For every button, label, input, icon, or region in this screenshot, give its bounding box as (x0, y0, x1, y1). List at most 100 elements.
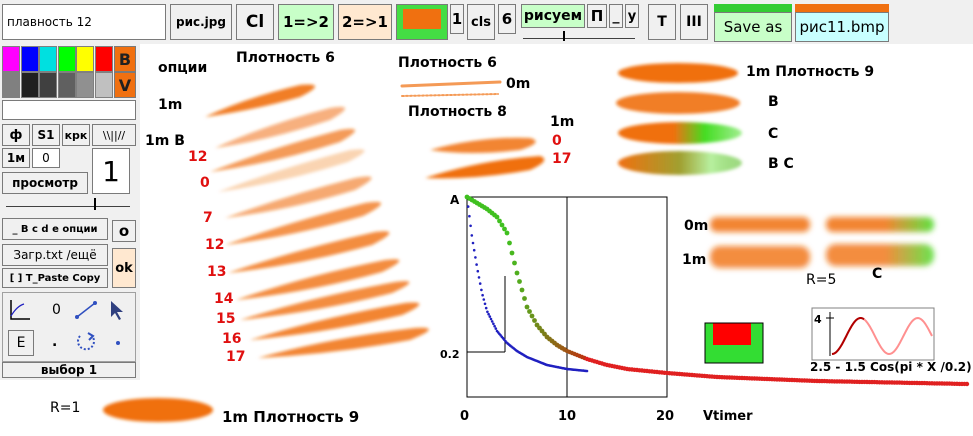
krk-button[interactable]: крк (62, 124, 90, 146)
brush-stroke (258, 327, 429, 358)
brush-stroke (618, 122, 742, 144)
brush-stroke (103, 398, 213, 422)
zero-field[interactable]: 0 (32, 148, 60, 168)
cls-button[interactable]: cls (467, 4, 495, 40)
one-to-two-button[interactable]: 1=>2 (278, 4, 334, 40)
chart-point (532, 318, 537, 323)
chart-point (478, 282, 482, 285)
chart-point (475, 263, 478, 266)
palette-swatch[interactable] (57, 72, 76, 98)
mini-cos-curve-dark (831, 317, 865, 355)
f-button[interactable]: ф (2, 124, 30, 146)
chart-x-tick: 0 (460, 409, 469, 424)
three-bars-button[interactable]: III (680, 4, 708, 40)
palette-swatch[interactable] (39, 46, 57, 72)
chart-point (477, 276, 481, 279)
axes-tool-icon[interactable] (8, 298, 32, 322)
text-input[interactable] (2, 4, 166, 40)
p-button[interactable]: П (587, 4, 607, 28)
palette-swatch[interactable] (57, 46, 76, 72)
palette-swatch[interactable] (76, 46, 94, 72)
palette-swatch[interactable] (20, 46, 39, 72)
left-slider[interactable] (6, 198, 130, 210)
draw-button[interactable]: рисуем (521, 4, 585, 28)
density6-label-a: Плотность 6 (236, 50, 335, 66)
six-button[interactable]: 6 (498, 4, 516, 34)
one-button[interactable]: 1 (450, 4, 464, 34)
brush-stroke (205, 84, 315, 117)
brush-stroke (240, 281, 410, 320)
underscore-button[interactable]: _ (609, 4, 623, 28)
palette-swatch[interactable] (94, 46, 113, 72)
chart-point (507, 240, 512, 246)
chart-point (494, 214, 500, 220)
line-tool-icon[interactable] (74, 298, 98, 322)
palette-swatch[interactable] (94, 72, 113, 98)
paste-copy-button[interactable]: [ ] T_Paste Copy (2, 268, 108, 288)
load-txt-button[interactable]: Загр.txt /ещё (2, 244, 108, 266)
one-m-button[interactable]: 1м (2, 148, 30, 168)
chart-point (492, 322, 495, 326)
slider-thumb[interactable] (563, 31, 565, 41)
save-as-button[interactable]: Save as (714, 12, 792, 42)
chart-point (480, 288, 483, 292)
palette-swatch[interactable] (39, 72, 57, 98)
chart-point (502, 226, 507, 232)
palette-swatch[interactable] (20, 72, 39, 98)
preview-button[interactable]: просмотр (2, 172, 88, 194)
mini-chart-y-tick: 4 (814, 313, 822, 326)
palette-swatch[interactable] (2, 46, 20, 72)
left-text-input[interactable] (2, 100, 136, 120)
y-button[interactable]: у (625, 4, 639, 28)
palette-swatch[interactable] (76, 72, 94, 98)
dots-tool-icon[interactable] (106, 330, 130, 356)
load-image-button[interactable]: рис.jpg (170, 4, 232, 40)
rotate-tool-icon[interactable] (74, 330, 98, 356)
brush-stroke (826, 217, 934, 232)
draw-slider[interactable] (523, 31, 635, 41)
two-to-one-button[interactable]: 2=>1 (338, 4, 392, 40)
chart-point (487, 312, 490, 316)
chart-ylabel: A (450, 193, 460, 207)
chart-point (517, 279, 522, 284)
v-button[interactable]: V (114, 72, 136, 98)
s1-button[interactable]: S1 (32, 124, 60, 146)
select-button[interactable]: выбор 1 (2, 362, 136, 378)
mini-chart: 4 (811, 307, 935, 361)
ok-button[interactable]: ok (112, 248, 136, 288)
o-button[interactable]: o (112, 220, 136, 242)
chart-point (490, 320, 494, 323)
chart-point (524, 304, 530, 310)
palette-swatch[interactable] (2, 72, 20, 98)
tool-zero-label: 0 (52, 302, 61, 318)
bcde-options-button[interactable]: _ B c d e опции (2, 218, 108, 240)
brush-stroke (215, 106, 345, 148)
pointer-tool-icon[interactable] (106, 298, 130, 322)
slashes-button[interactable]: \\||// (92, 124, 136, 146)
chart-point (468, 214, 471, 218)
color-preview[interactable] (396, 4, 448, 40)
chart-point (474, 256, 477, 259)
stroke-number: 7 (203, 210, 213, 226)
stroke-number: 12 (205, 237, 225, 253)
m1-label-c: 1m (550, 114, 575, 130)
chart-point (482, 298, 486, 301)
t-button[interactable]: T (648, 4, 676, 40)
chart-point (527, 309, 532, 314)
n0-label-c: 0 (552, 133, 562, 149)
clear-button[interactable]: Cl (236, 4, 274, 40)
m1-density9-bottom-label: 1m Плотность 9 (222, 408, 360, 426)
chart-point (466, 205, 470, 208)
chart-xlabel: Vtimer (703, 409, 753, 424)
chart-point (499, 222, 505, 228)
color-box (704, 322, 764, 364)
chart-point (481, 293, 484, 297)
chart-x-tick: 20 (656, 409, 674, 424)
b-button[interactable]: B (114, 46, 136, 72)
e-button[interactable]: E (8, 330, 34, 356)
filename-button[interactable]: рис11.bmp (795, 12, 889, 42)
chart-point (509, 250, 515, 256)
left-slider-thumb[interactable] (94, 198, 96, 210)
chart-point (489, 317, 493, 321)
